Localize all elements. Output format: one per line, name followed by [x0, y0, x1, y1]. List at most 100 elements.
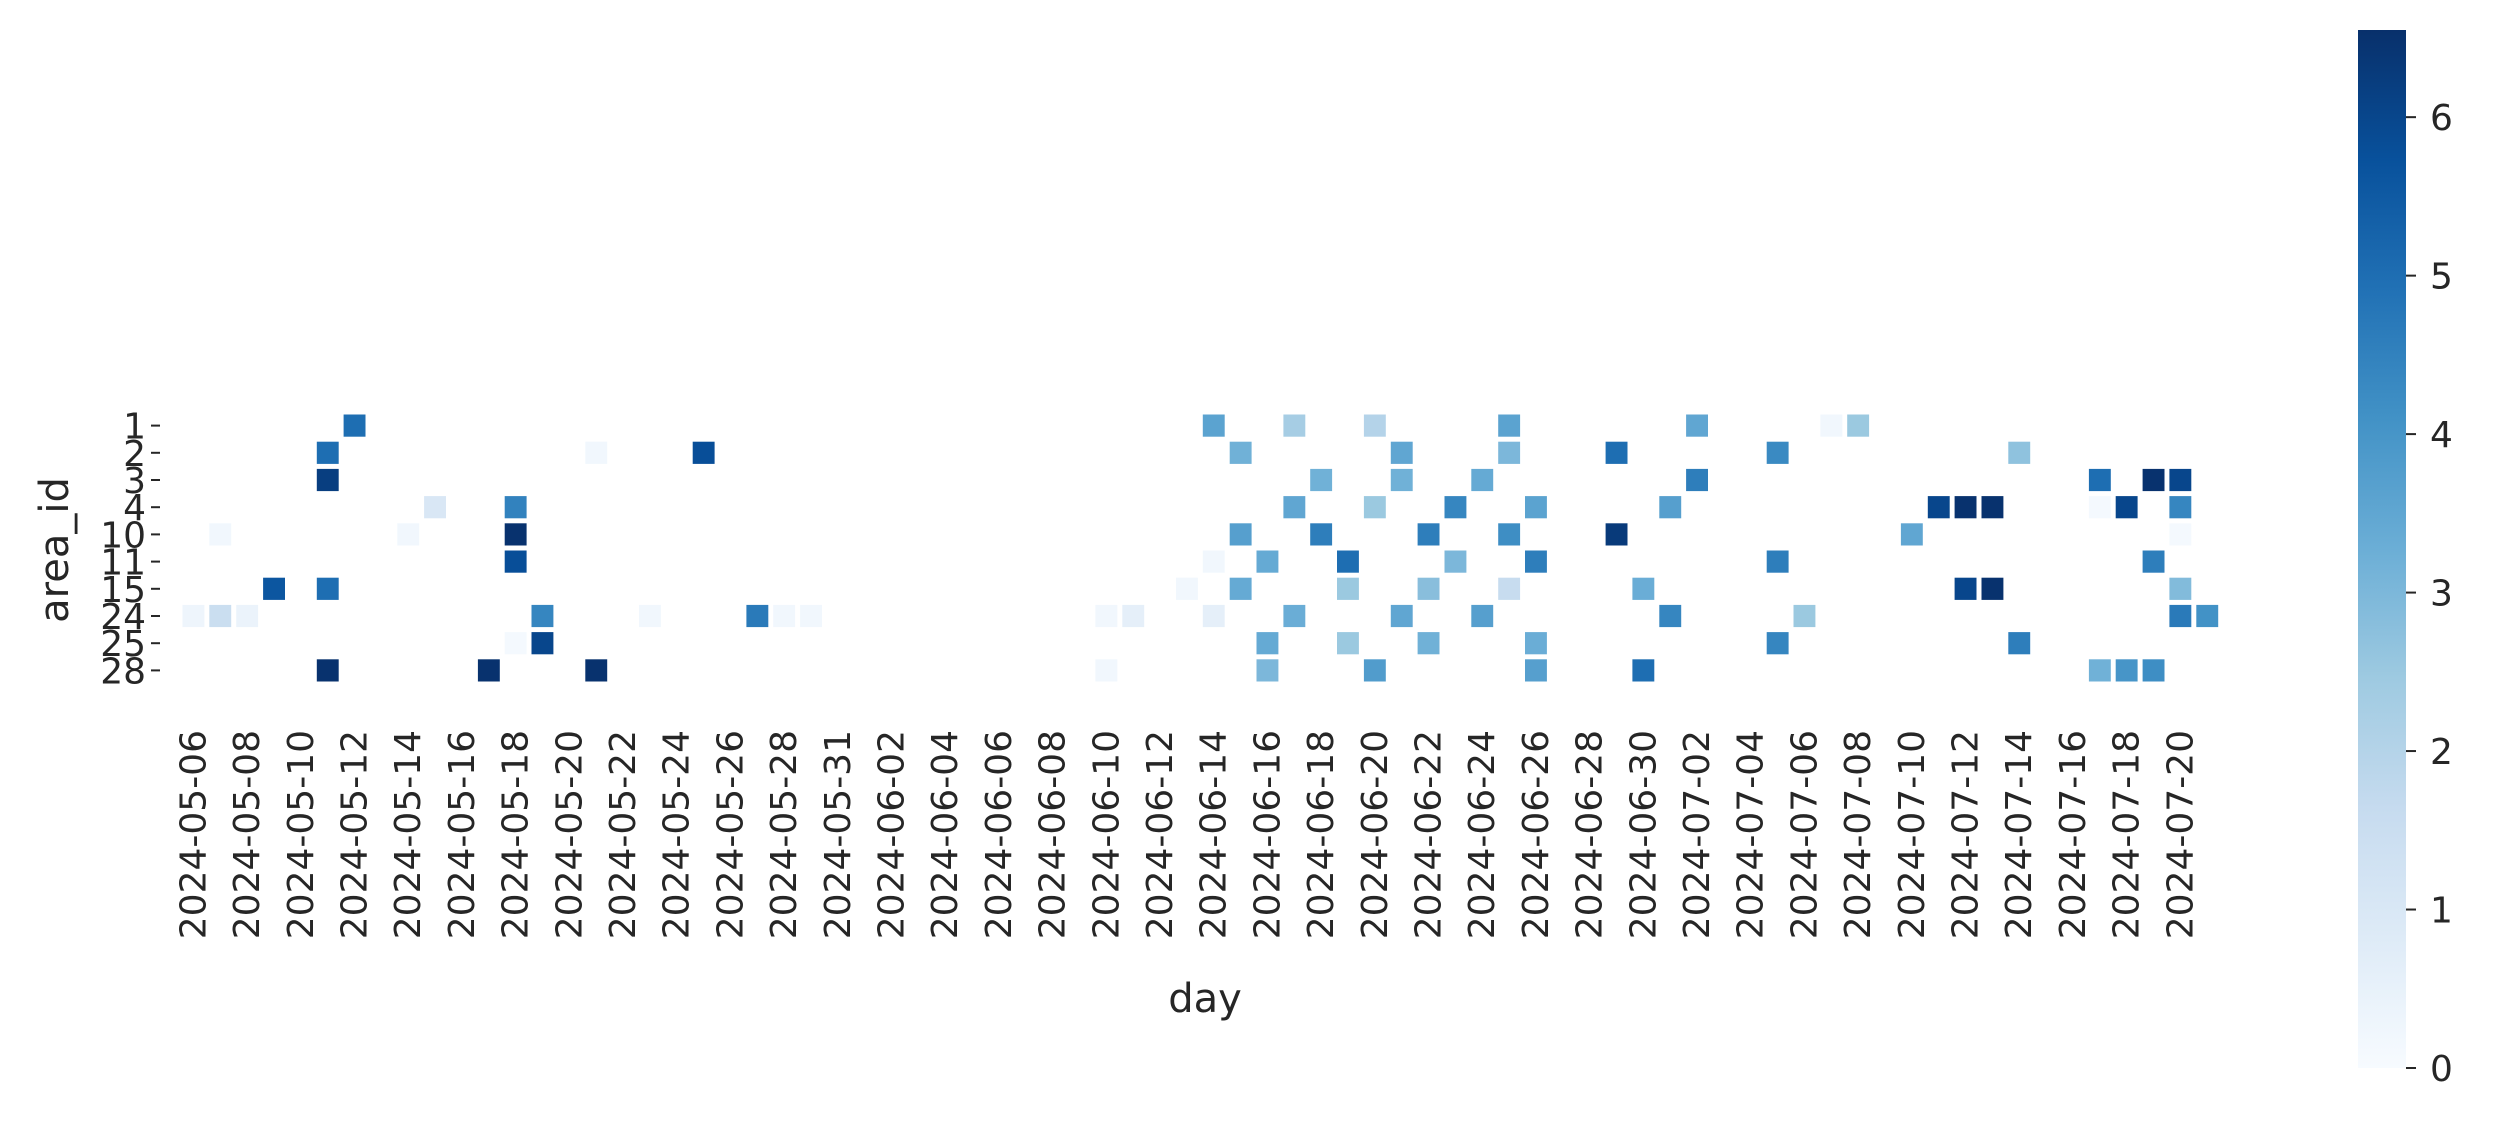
heatmap-cell — [2088, 659, 2111, 682]
heatmap-cell — [236, 604, 259, 628]
heatmap-cell — [316, 441, 339, 464]
colorbar-tick-label: 4 — [2430, 415, 2453, 456]
heatmap-cell — [1390, 441, 1413, 464]
x-tick-label: 2024-06-28 — [1570, 730, 1611, 939]
x-tick-labels: 2024-05-06 2024-05-08 2024-05-10 2024-05-12… — [173, 730, 2201, 939]
heatmap-cell — [1417, 523, 1440, 546]
heatmap-cell — [2169, 604, 2192, 628]
heatmap-cell — [1310, 523, 1333, 546]
heatmap-cell — [504, 523, 527, 546]
x-tick-label: 2024-06-16 — [1247, 730, 1288, 939]
heatmap-cell — [1927, 496, 1950, 519]
heatmap-cell — [1498, 414, 1521, 437]
heatmap-cell — [1498, 523, 1521, 546]
x-tick-label: 2024-07-10 — [1892, 730, 1933, 939]
heatmap-cell — [639, 604, 661, 628]
colorbar-tick-label: 0 — [2430, 1049, 2453, 1090]
heatmap-cell — [2088, 496, 2111, 519]
x-tick-label: 2024-06-24 — [1462, 730, 1503, 939]
heatmap-cell — [1390, 604, 1413, 628]
heatmap-cell — [2169, 523, 2192, 546]
heatmap-cell — [2142, 550, 2165, 573]
x-tick-label: 2024-05-08 — [227, 730, 268, 939]
heatmap-cell — [773, 604, 796, 628]
x-tick-label: 2024-06-08 — [1033, 730, 1074, 939]
heatmap-cell — [1202, 414, 1225, 437]
x-tick-label: 2024-06-20 — [1355, 730, 1396, 939]
heatmap-cell — [1525, 632, 1547, 655]
x-tick-label: 2024-05-26 — [710, 730, 751, 939]
x-tick-label: 2024-06-18 — [1301, 730, 1342, 939]
heatmap-cell — [1471, 468, 1494, 492]
heatmap-cell — [209, 604, 232, 628]
heatmap-cell — [2169, 577, 2192, 600]
heatmap-cell — [1444, 550, 1467, 573]
heatmap-cell — [1525, 659, 1547, 682]
heatmap-cell — [1659, 496, 1682, 519]
x-tick-label: 2024-07-18 — [2107, 730, 2148, 939]
colorbar-ticks: 0 1 2 3 4 5 6 — [2406, 98, 2453, 1090]
heatmap-cell — [504, 632, 527, 655]
heatmap-cell — [1686, 414, 1708, 437]
y-axis-label: area_id — [32, 477, 78, 623]
heatmap-cell — [1632, 659, 1655, 682]
heatmap-cell — [1471, 604, 1494, 628]
heatmap-cell — [1202, 604, 1225, 628]
x-tick-label: 2024-07-16 — [2053, 730, 2094, 939]
colorbar-tick-label: 2 — [2430, 732, 2453, 773]
heatmap-cell — [531, 604, 554, 628]
heatmap-cell — [585, 441, 608, 464]
heatmap-cell — [1363, 659, 1386, 682]
x-tick-label: 2024-05-20 — [549, 730, 590, 939]
heatmap-cell — [1900, 523, 1923, 546]
y-tick-label: 2 — [123, 434, 146, 475]
heatmap-cell — [1417, 577, 1440, 600]
heatmap-cell — [504, 550, 527, 573]
heatmap-cell — [2115, 659, 2138, 682]
heatmap-cell — [1686, 468, 1708, 492]
y-tick-label: 1 — [123, 407, 146, 448]
heatmap-cell — [1229, 577, 1252, 600]
x-tick-label: 2024-07-08 — [1838, 730, 1879, 939]
heatmap-cell — [477, 659, 500, 682]
heatmap-cell — [1337, 632, 1359, 655]
x-tick-label: 2024-06-02 — [872, 730, 913, 939]
heatmap-cell — [2008, 632, 2031, 655]
heatmap-cell — [1176, 577, 1198, 600]
heatmap-cell — [1766, 550, 1789, 573]
x-tick-label: 2024-05-18 — [496, 730, 537, 939]
x-tick-label: 2024-07-12 — [1946, 730, 1987, 939]
heatmap-cell — [1605, 523, 1628, 546]
x-tick-label: 2024-06-10 — [1086, 730, 1127, 939]
heatmap-cell — [2169, 468, 2192, 492]
heatmap-cell — [746, 604, 769, 628]
heatmap-cell — [1337, 550, 1359, 573]
x-tick-label: 2024-05-10 — [281, 730, 322, 939]
heatmap-cell — [263, 577, 285, 600]
x-tick-label: 2024-05-28 — [764, 730, 805, 939]
heatmap-cell — [1605, 441, 1628, 464]
heatmap-cell — [343, 414, 366, 437]
colorbar-tick-label: 5 — [2430, 257, 2453, 298]
heatmap-cell — [1444, 496, 1467, 519]
heatmap-cell — [1363, 496, 1386, 519]
x-tick-label: 2024-06-12 — [1140, 730, 1181, 939]
heatmap-cell — [1417, 632, 1440, 655]
heatmap-cell — [316, 659, 339, 682]
heatmap-cell — [1363, 414, 1386, 437]
x-tick-label: 2024-05-22 — [603, 730, 644, 939]
heatmap-cell — [504, 496, 527, 519]
heatmap-cell — [424, 496, 446, 519]
heatmap-cell — [1525, 550, 1547, 573]
x-tick-label: 2024-05-14 — [388, 730, 429, 939]
heatmap-cell — [1310, 468, 1333, 492]
heatmap-cell — [1202, 550, 1225, 573]
heatmap-cell — [1229, 523, 1252, 546]
heatmap-cell — [1122, 604, 1145, 628]
y-tick-label: 24 — [100, 597, 146, 638]
heatmap-cell — [1981, 577, 2004, 600]
x-axis-label: day — [1168, 976, 1242, 1022]
